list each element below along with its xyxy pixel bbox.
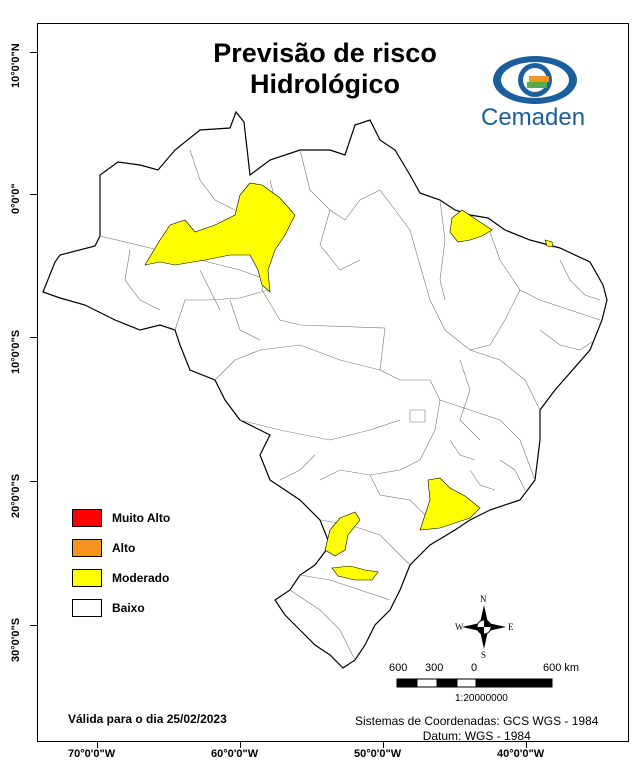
coord-line-1: Sistemas de Coordenadas: GCS WGS - 1984 [355, 714, 599, 728]
legend-swatch-red [72, 509, 102, 527]
coordinate-system-text: Sistemas de Coordenadas: GCS WGS - 1984 … [355, 714, 598, 744]
compass-s: S [481, 650, 487, 660]
risk-area-para-north [449, 209, 493, 243]
lat-tick [30, 625, 37, 626]
scale-label-0: 0 [471, 662, 478, 674]
lat-tick [30, 481, 37, 482]
lat-tick [30, 194, 37, 195]
compass-rose [462, 605, 506, 649]
legend-item-moderado: Moderado [72, 568, 169, 588]
legend-swatch-orange [72, 539, 102, 557]
legend-swatch-yellow [72, 569, 102, 587]
lon-tick [240, 742, 241, 748]
lat-tick [30, 52, 37, 53]
risk-moderado-areas [144, 182, 554, 581]
compass-n: N [480, 594, 487, 604]
scale-label-600km: 600 km [543, 662, 580, 674]
lat-tick [30, 337, 37, 338]
scale-label-300: 300 [425, 662, 444, 674]
map-title: Previsão de risco Hidrológico [180, 38, 470, 100]
lon-label-40w: 40°0'0"W [497, 748, 545, 760]
lon-tick [383, 742, 384, 748]
valid-date-text: Válida para o dia 25/02/2023 [68, 712, 227, 726]
legend-item-muito-alto: Muito Alto [72, 508, 170, 528]
lon-tick [97, 742, 98, 748]
coord-line-2: Datum: WGS - 1984 [422, 729, 531, 743]
cemaden-logo-text: Cemaden [481, 104, 586, 131]
title-line-2: Hidrológico [250, 69, 400, 99]
title-line-1: Previsão de risco [213, 38, 437, 68]
compass-e: E [508, 622, 514, 632]
legend-item-alto: Alto [72, 538, 135, 558]
lon-label-70w: 70°0'0"W [68, 748, 116, 760]
lon-label-50w: 50°0'0"W [354, 748, 402, 760]
risk-area-amazonas [144, 182, 296, 293]
scale-label-600: 600 [389, 662, 408, 674]
compass-w: W [455, 622, 464, 632]
lon-label-60w: 60°0'0"W [211, 748, 259, 760]
risk-area-ceara [544, 239, 554, 248]
risk-area-santa-catarina [331, 565, 379, 581]
legend-label: Muito Alto [112, 511, 171, 525]
risk-area-parana [324, 511, 361, 557]
legend-label: Baixo [112, 601, 145, 615]
legend-label: Moderado [112, 571, 170, 585]
risk-area-southeast [419, 477, 481, 531]
legend-swatch-white [72, 599, 102, 617]
lon-tick [526, 742, 527, 748]
cemaden-logo-emblem [493, 56, 577, 104]
legend-label: Alto [112, 541, 136, 555]
scale-ratio: 1:20000000 [455, 693, 508, 704]
legend-item-baixo: Baixo [72, 598, 145, 618]
scale-bar [396, 678, 553, 688]
